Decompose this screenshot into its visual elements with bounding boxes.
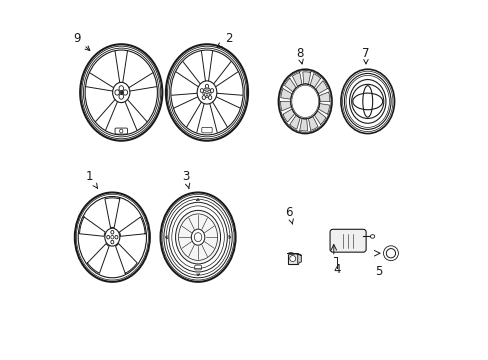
FancyBboxPatch shape bbox=[115, 128, 127, 134]
Ellipse shape bbox=[194, 233, 202, 242]
Ellipse shape bbox=[289, 256, 295, 262]
Text: 9: 9 bbox=[73, 32, 90, 50]
Polygon shape bbox=[289, 115, 300, 129]
Polygon shape bbox=[302, 72, 310, 84]
Polygon shape bbox=[314, 111, 325, 125]
Ellipse shape bbox=[210, 89, 213, 93]
Polygon shape bbox=[287, 252, 301, 255]
Text: 8: 8 bbox=[295, 47, 303, 64]
Text: 4: 4 bbox=[332, 263, 340, 276]
Polygon shape bbox=[292, 73, 301, 86]
Ellipse shape bbox=[115, 235, 118, 239]
FancyBboxPatch shape bbox=[202, 127, 212, 133]
Ellipse shape bbox=[111, 230, 114, 234]
Bar bbox=[287, 253, 297, 264]
Ellipse shape bbox=[175, 210, 220, 264]
FancyBboxPatch shape bbox=[194, 265, 201, 270]
Ellipse shape bbox=[111, 240, 114, 244]
Polygon shape bbox=[318, 104, 329, 114]
Ellipse shape bbox=[370, 235, 374, 238]
Ellipse shape bbox=[120, 91, 122, 94]
Ellipse shape bbox=[203, 93, 204, 95]
Ellipse shape bbox=[197, 81, 216, 104]
Text: 7: 7 bbox=[362, 47, 369, 64]
Ellipse shape bbox=[112, 82, 130, 103]
Ellipse shape bbox=[205, 84, 208, 88]
Ellipse shape bbox=[106, 235, 109, 239]
Polygon shape bbox=[297, 253, 301, 264]
Ellipse shape bbox=[209, 93, 211, 95]
Ellipse shape bbox=[115, 90, 119, 95]
Text: 3: 3 bbox=[182, 170, 189, 188]
Polygon shape bbox=[315, 81, 327, 94]
Ellipse shape bbox=[205, 91, 208, 94]
Ellipse shape bbox=[202, 96, 205, 99]
Ellipse shape bbox=[290, 84, 319, 119]
Polygon shape bbox=[310, 74, 320, 87]
Text: 2: 2 bbox=[217, 32, 232, 47]
Polygon shape bbox=[308, 117, 317, 130]
Ellipse shape bbox=[200, 89, 203, 93]
Ellipse shape bbox=[119, 94, 123, 99]
Ellipse shape bbox=[191, 229, 204, 245]
Text: 5: 5 bbox=[374, 265, 381, 278]
Polygon shape bbox=[299, 119, 307, 131]
Ellipse shape bbox=[123, 90, 127, 95]
Ellipse shape bbox=[111, 235, 114, 239]
Ellipse shape bbox=[203, 88, 205, 91]
FancyBboxPatch shape bbox=[329, 229, 366, 252]
Polygon shape bbox=[280, 102, 291, 111]
Ellipse shape bbox=[207, 88, 209, 91]
Ellipse shape bbox=[205, 95, 207, 98]
Polygon shape bbox=[284, 78, 295, 92]
Polygon shape bbox=[319, 92, 329, 102]
Ellipse shape bbox=[208, 96, 211, 99]
Polygon shape bbox=[283, 109, 294, 122]
Ellipse shape bbox=[349, 80, 385, 123]
Ellipse shape bbox=[386, 249, 395, 258]
Text: 6: 6 bbox=[285, 206, 293, 224]
Ellipse shape bbox=[104, 228, 120, 246]
Polygon shape bbox=[280, 89, 291, 99]
Ellipse shape bbox=[119, 86, 123, 91]
Ellipse shape bbox=[120, 129, 122, 133]
Text: 1: 1 bbox=[85, 170, 97, 188]
